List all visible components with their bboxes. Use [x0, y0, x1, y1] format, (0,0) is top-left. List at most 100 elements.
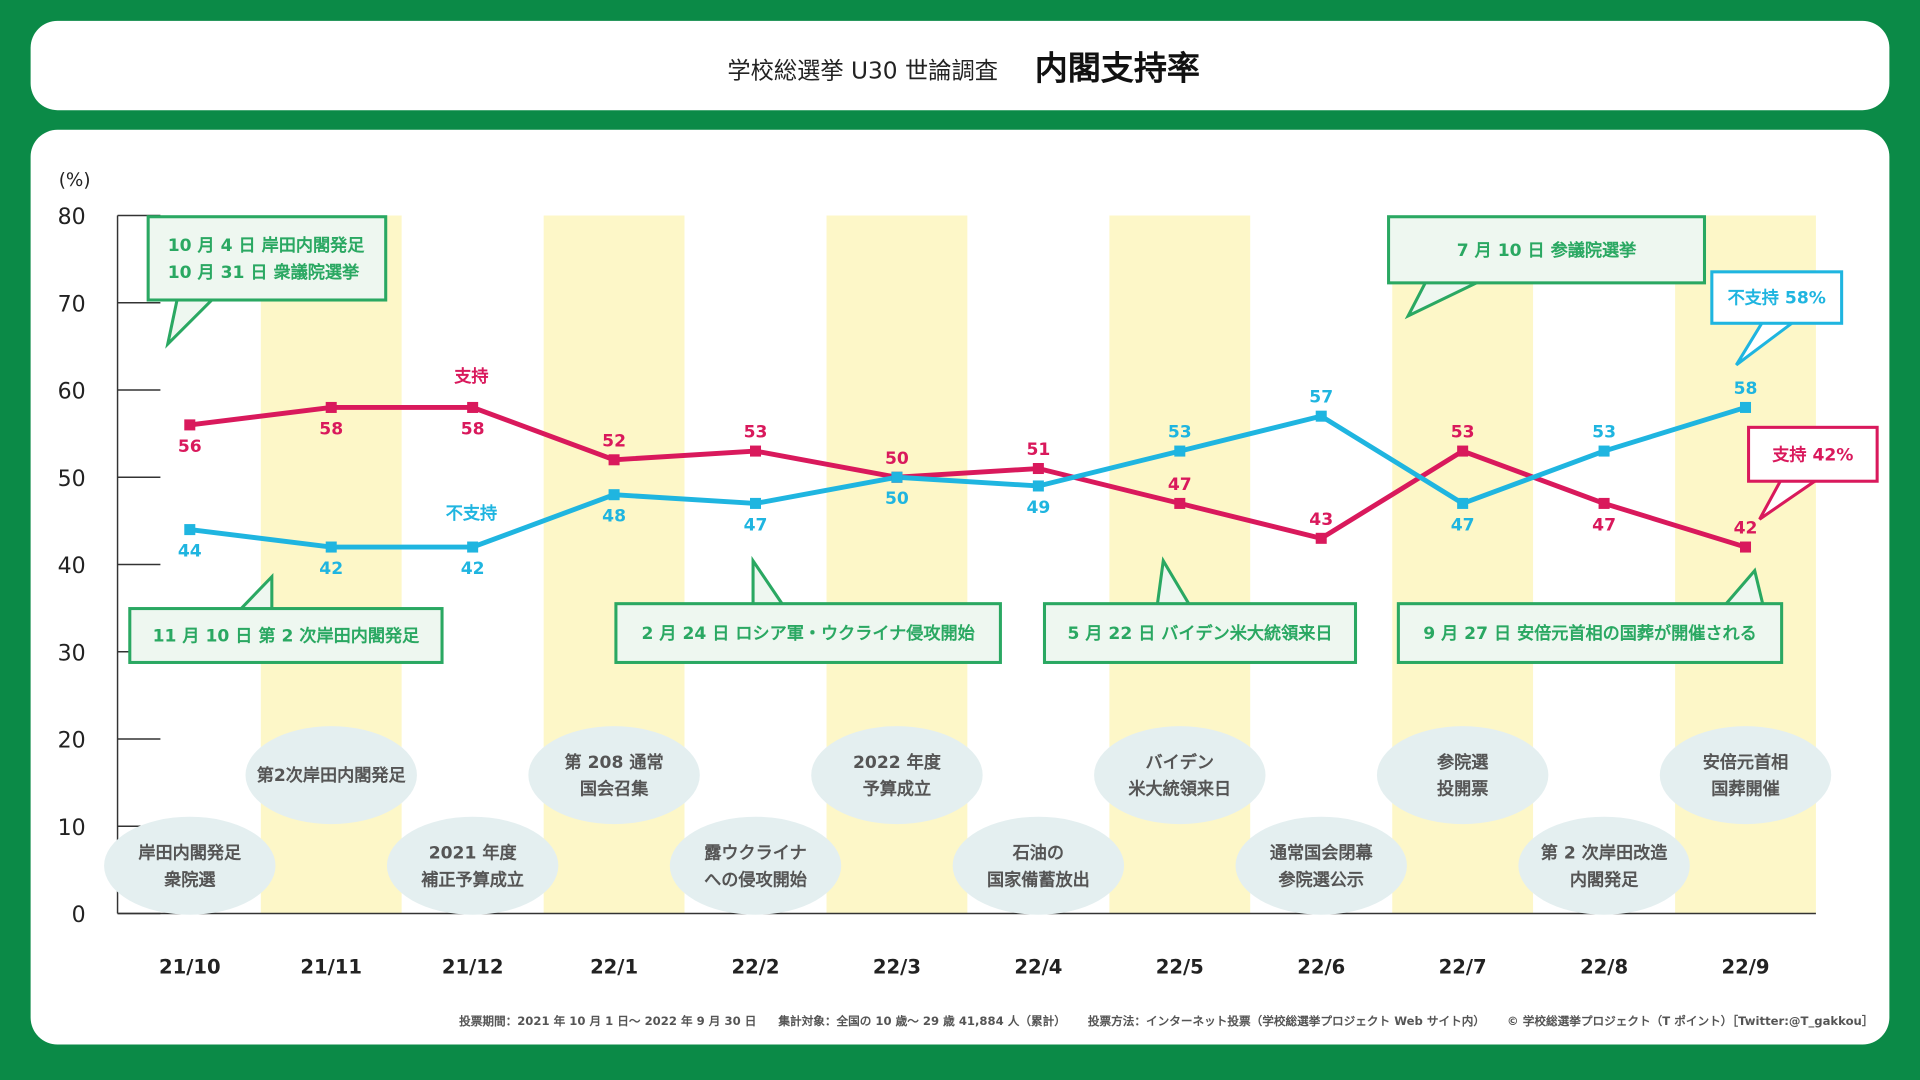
x-tick-label: 22/1: [590, 955, 638, 978]
data-point: [1740, 541, 1752, 553]
callout-ukraine: 2 月 24 日 ロシア軍・ウクライナ侵攻開始: [614, 555, 1002, 664]
header-title: 内閣支持率: [1035, 49, 1200, 88]
series-name-nonsupport: 不支持: [446, 503, 497, 524]
data-point: [608, 489, 620, 501]
footer-target: 集計対象：全国の 10 歳～ 29 歳 41,884 人（累計）: [777, 1014, 1066, 1028]
data-point: [1457, 445, 1469, 457]
data-label: 42: [319, 559, 343, 579]
callout-biden: 5 月 22 日 バイデン米大統領来日: [1042, 556, 1358, 664]
event-bubble: [669, 816, 842, 915]
x-tick-label: 22/4: [1014, 955, 1062, 978]
event-bubble: [1376, 726, 1549, 825]
data-point: [1032, 463, 1044, 475]
y-tick-label: 20: [58, 729, 86, 754]
event-text: 第 2 次岸田改造: [1541, 842, 1668, 863]
callout-fill: [150, 218, 384, 299]
y-tick-label: 70: [58, 292, 86, 317]
data-point: [1174, 497, 1186, 509]
x-tick-label: 22/6: [1297, 955, 1345, 978]
event-text: 第 208 通常: [565, 752, 664, 773]
callout-fill: [1400, 605, 1780, 661]
y-tick-label: 0: [72, 903, 86, 928]
callout-text: 支持 42%: [1772, 444, 1853, 465]
data-point: [1740, 401, 1752, 413]
x-tick-label: 21/10: [159, 955, 221, 978]
data-label: 42: [1734, 519, 1758, 539]
callout-fill: [1046, 605, 1354, 661]
event-text: 衆院選: [164, 869, 216, 890]
event-text: 米大統領来日: [1128, 779, 1231, 800]
footer-copyright: © 学校総選挙プロジェクト（T ポイント）［Twitter:@T_gakkou］: [1507, 1014, 1873, 1029]
data-point: [1174, 445, 1186, 457]
callout-text: 5 月 22 日 バイデン米大統領来日: [1067, 623, 1332, 644]
header-subtitle: 学校総選挙 U30 世論調査: [727, 57, 998, 84]
callout-fill: [1713, 273, 1840, 322]
event-text: 第2次岸田内閣発足: [257, 765, 407, 786]
y-tick-label: 50: [58, 467, 86, 492]
callout-text: 9 月 27 日 安倍元首相の国葬が開催される: [1423, 623, 1757, 644]
event-text: 参院選公示: [1278, 869, 1364, 890]
data-point: [1598, 445, 1610, 457]
data-label: 47: [1592, 515, 1616, 535]
callout-text: 10 月 31 日 衆議院選挙: [168, 262, 360, 283]
data-label: 44: [178, 542, 202, 562]
data-label: 42: [461, 559, 485, 579]
data-point: [608, 454, 620, 466]
series-line-nonsupport: [189, 405, 1747, 550]
data-point: [184, 419, 196, 431]
event-bubble: [1659, 726, 1832, 825]
data-label: 47: [1168, 475, 1192, 495]
data-point: [891, 471, 903, 483]
callout-text: 不支持 58%: [1728, 288, 1826, 309]
y-tick-label: 80: [58, 205, 86, 230]
event-text: への侵攻開始: [704, 869, 807, 890]
callout-fill: [1390, 218, 1703, 282]
data-label: 56: [178, 437, 202, 457]
data-point: [325, 401, 337, 413]
data-label: 53: [1168, 423, 1192, 443]
event-bubble: [104, 816, 276, 915]
data-point: [1457, 497, 1469, 509]
event-text: 予算成立: [863, 779, 932, 800]
x-tick-label: 22/9: [1721, 955, 1769, 978]
event-text: 国家備蓄放出: [987, 869, 1090, 890]
x-tick-label: 22/7: [1439, 955, 1487, 978]
event-text: 2022 年度: [853, 752, 942, 773]
event-text: 国葬開催: [1711, 779, 1780, 800]
x-tick-label: 22/2: [731, 955, 779, 978]
data-point: [1032, 480, 1044, 492]
callout-fill: [1750, 429, 1876, 480]
callout-fill: [131, 610, 441, 661]
data-point: [467, 541, 479, 553]
series-line-support: [189, 405, 1747, 550]
data-point: [750, 445, 762, 457]
data-point: [750, 497, 762, 509]
x-tick-label: 21/12: [442, 955, 504, 978]
data-label: 58: [1734, 379, 1758, 399]
event-bubble: [952, 816, 1125, 915]
event-text: 露ウクライナ: [704, 843, 806, 863]
data-label: 47: [744, 515, 768, 535]
data-point: [1315, 532, 1327, 544]
footer-period: 投票期間：2021 年 10 月 1 日～ 2022 年 9 月 30 日: [459, 1014, 756, 1028]
data-label: 58: [319, 419, 343, 439]
footer-method: 投票方法：インターネット投票（学校総選挙プロジェクト Web サイト内）: [1088, 1014, 1485, 1028]
event-text: 参院選: [1437, 752, 1489, 773]
y-tick-label: 60: [58, 380, 86, 405]
x-tick-label: 21/11: [300, 955, 362, 978]
callout-second-cabinet: 11 月 10 日 第 2 次岸田内閣発足: [128, 572, 444, 664]
event-text: 国会召集: [580, 779, 649, 800]
callout-text: 10 月 4 日 岸田内閣発足: [168, 235, 365, 256]
callout-kishida: 10 月 4 日 岸田内閣発足 10 月 31 日 衆議院選挙: [146, 215, 388, 349]
data-label: 43: [1309, 510, 1333, 530]
series-name-support: 支持: [454, 366, 488, 387]
callout-upper-house: 7 月 10 日 参議院選挙: [1387, 215, 1707, 320]
callout-fill: [617, 605, 999, 661]
data-point: [1598, 497, 1610, 509]
event-bubble: [811, 726, 983, 825]
event-text: 2021 年度: [429, 842, 518, 863]
event-text: 補正予算成立: [420, 869, 524, 890]
y-tick-label: 30: [58, 641, 86, 666]
end-label-support: 支持 42%: [1747, 425, 1879, 521]
